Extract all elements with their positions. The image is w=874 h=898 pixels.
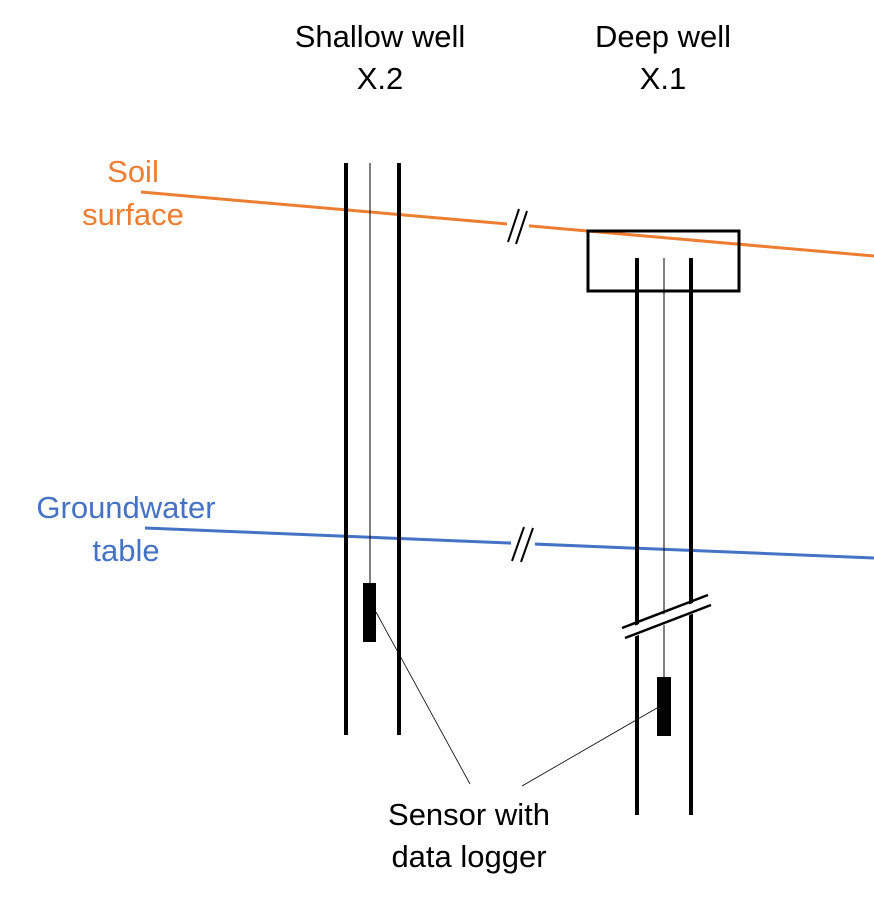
soil-surface-label-line1: Soil — [107, 154, 159, 189]
shallow-well — [344, 163, 401, 735]
deep-well-title: Deep well — [595, 19, 731, 54]
deep-well-break-line-upper — [621, 593, 709, 630]
groundwater-line-break-symbol — [511, 526, 535, 563]
shallow-well-title: Shallow well — [295, 19, 466, 54]
groundwater-table-line — [144, 526, 874, 560]
deep-well-id: X.1 — [640, 61, 687, 96]
shallow-well-sensor — [363, 583, 376, 642]
deep-well — [586, 229, 741, 815]
deep-well-break-line-lower — [624, 603, 712, 640]
soil-surface-label-line2: surface — [82, 197, 184, 232]
soil-line-break-symbol — [507, 208, 529, 245]
sensor-label-line2: data logger — [391, 839, 546, 874]
deep-well-sensor — [657, 677, 671, 736]
deep-sensor-leader-line — [521, 707, 658, 787]
groundwater-table-label-line1: Groundwater — [36, 490, 215, 525]
shallow-well-id: X.2 — [357, 61, 404, 96]
sensor-label-line1: Sensor with — [388, 797, 550, 832]
shallow-sensor-leader-line — [375, 611, 471, 785]
groundwater-table-label-line2: table — [92, 533, 159, 568]
